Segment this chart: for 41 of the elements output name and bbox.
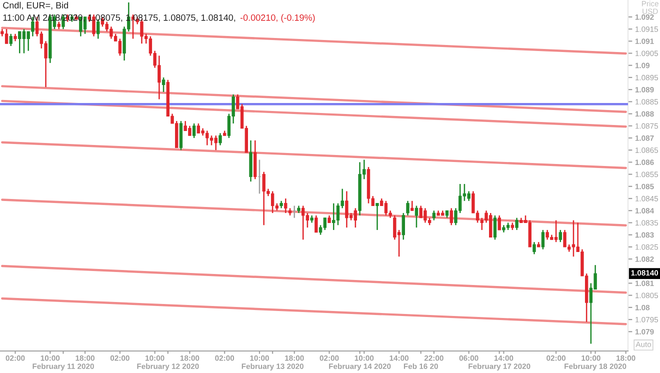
candlestick (376, 202, 379, 231)
candlestick (314, 214, 318, 234)
candlestick (218, 132, 222, 146)
candlestick (302, 205, 305, 240)
candlestick (532, 241, 536, 255)
candlestick (192, 122, 196, 139)
candlestick (323, 217, 326, 231)
candlestick (162, 76, 166, 93)
candlestick (284, 198, 288, 214)
candlestick (558, 229, 562, 243)
candlestick (354, 208, 358, 228)
candlestick (493, 214, 497, 240)
candlestick (414, 205, 418, 228)
candlestick (332, 202, 336, 231)
candlestick (402, 212, 405, 240)
candlestick (336, 202, 340, 226)
candlestick (410, 200, 414, 212)
candlestick (541, 229, 545, 250)
candlestick (393, 214, 396, 240)
candlestick (214, 134, 218, 151)
candlestick (384, 200, 388, 216)
candlestick (406, 200, 410, 216)
candlestick (18, 30, 22, 54)
candlestick (196, 122, 200, 134)
candlestick (572, 220, 576, 258)
annotation: -0.00210, (-0.19%) (240, 14, 315, 23)
candlestick (554, 220, 558, 243)
candlestick (4, 28, 8, 44)
candlestick (22, 28, 26, 54)
candlestick (306, 212, 310, 228)
chart-title: Cndl, EUR=, Bid (3, 2, 68, 10)
candlestick (467, 190, 470, 202)
candlestick (210, 134, 214, 146)
candlestick (345, 190, 348, 228)
candlestick (9, 33, 12, 47)
candlestick (515, 217, 518, 231)
candlestick (118, 38, 122, 56)
candlestick (450, 208, 453, 226)
candlestick (432, 210, 436, 221)
candlestick (270, 190, 274, 214)
candlestick (498, 214, 501, 231)
